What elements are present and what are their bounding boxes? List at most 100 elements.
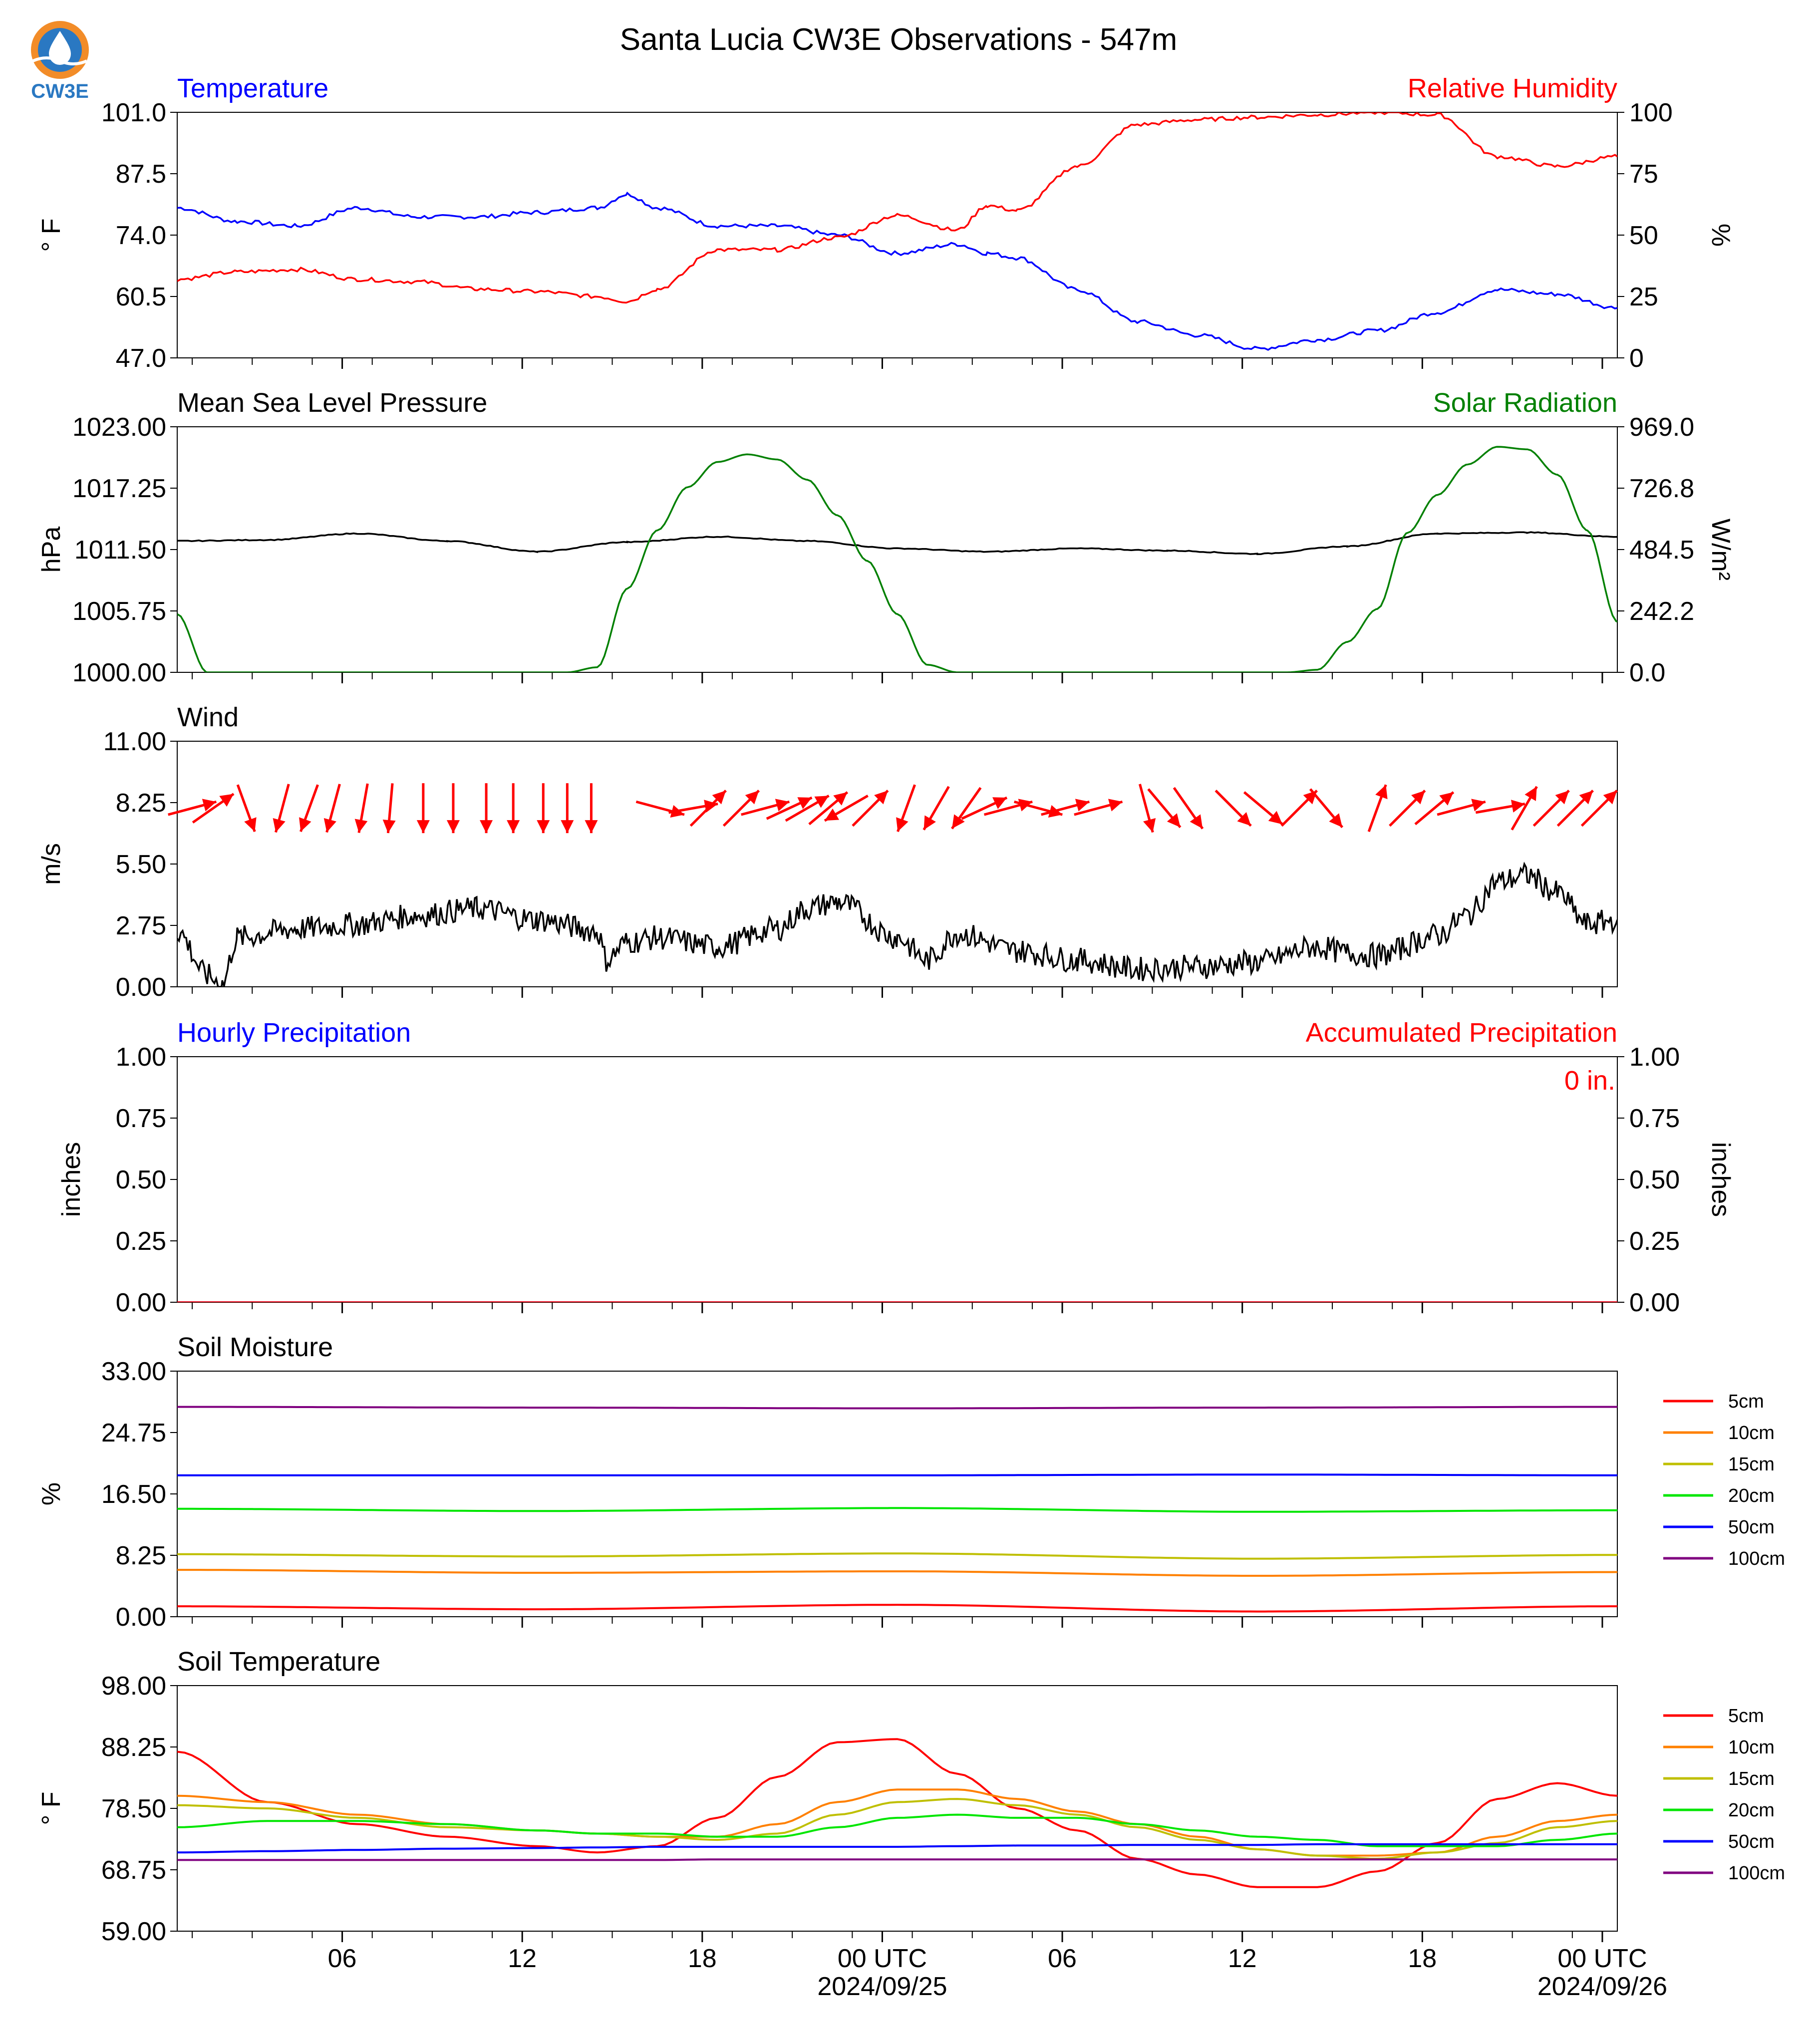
y-right-tick-label: 0.00 — [1629, 1288, 1680, 1317]
wind-arrow — [722, 790, 760, 827]
legend-label: 10cm — [1728, 1423, 1775, 1444]
wind-arrow — [1147, 788, 1182, 829]
wind-arrow — [585, 783, 598, 834]
wind-arrow — [1389, 790, 1426, 827]
wind-arrow — [192, 793, 235, 824]
panel-pressure-solar: 1023.00 1017.25 1011.50 1005.75 1000.00 969.0… — [37, 388, 1735, 687]
wind-arrow — [537, 783, 550, 834]
wind-arrow — [1074, 799, 1123, 816]
y-right-tick-label: 75 — [1629, 160, 1658, 189]
wind-arrow-head — [896, 817, 909, 832]
wind-arrow-head — [1167, 813, 1181, 828]
water-drop-icon — [49, 31, 71, 65]
x-tick-label: 12 — [508, 1944, 537, 1973]
y-left-tick-label: 0.00 — [116, 1603, 166, 1632]
y-left-axis-label: % — [37, 1482, 66, 1505]
wind-arrow-head — [952, 814, 965, 829]
x-tick-label: 18 — [1408, 1944, 1437, 1973]
legend-label: 10cm — [1728, 1737, 1775, 1758]
panel-wind: 11.00 8.25 5.50 2.75 0.00 Wind m/s — [37, 702, 1618, 1002]
y-left-tick-label: 2.75 — [116, 911, 166, 940]
wind-arrow — [1367, 784, 1388, 833]
wind-arrow — [1532, 790, 1570, 827]
y-left-tick-label: 11.00 — [103, 727, 166, 756]
wind-arrow-head — [1075, 799, 1090, 812]
y-left-axis-label: inches — [57, 1142, 86, 1217]
panel-title-left: Temperature — [177, 73, 328, 103]
y-right-tick-label: 1.00 — [1629, 1043, 1680, 1072]
legend-label: 50cm — [1728, 1517, 1775, 1538]
wind-arrow-head — [1603, 790, 1617, 805]
y-left-tick-label: 87.5 — [116, 160, 166, 189]
y-left-tick-label: 33.00 — [101, 1357, 166, 1386]
wind-arrow-head — [1108, 799, 1123, 812]
wind-arrow-head — [299, 817, 311, 832]
wind-arrow — [168, 799, 217, 816]
y-left-tick-label: 68.75 — [101, 1856, 166, 1885]
x-date-label: 2024/09/25 — [817, 1972, 947, 2001]
y-left-tick-label: 0.75 — [116, 1104, 166, 1133]
y-left-tick-label: 0.50 — [116, 1165, 166, 1194]
y-left-tick-label: 60.5 — [116, 283, 166, 311]
wind-arrow-head — [1555, 790, 1569, 805]
wind-arrow — [1139, 784, 1156, 833]
wind-arrow-head — [382, 819, 396, 833]
wind-arrow — [446, 783, 460, 834]
legend-label: 100cm — [1728, 1548, 1785, 1569]
legend-label: 100cm — [1728, 1863, 1785, 1884]
y-left-tick-label: 74.0 — [116, 221, 166, 250]
y-left-tick-label: 0.00 — [116, 1288, 166, 1317]
logo-text: CW3E — [31, 80, 89, 102]
panel-title-left: Soil Moisture — [177, 1332, 333, 1362]
wind-arrow-head — [1471, 799, 1486, 812]
plot-frame — [177, 426, 1618, 673]
series-line-relative-humidity — [177, 112, 1617, 304]
y-left-tick-label: 1011.50 — [74, 536, 166, 565]
legend-label: 15cm — [1728, 1768, 1775, 1789]
chart-panels: 101.0 87.5 74.0 60.5 47.0 100 75 50 25 0 Temperatu… — [37, 73, 1785, 2001]
plot-frame — [177, 1685, 1618, 1932]
wind-arrow — [1041, 799, 1090, 816]
series-line-10cm — [177, 1569, 1617, 1577]
wind-arrow — [1580, 790, 1618, 827]
series-line-50cm — [177, 1843, 1617, 1854]
series-line-temperature — [177, 191, 1617, 351]
wind-arrow-head — [923, 815, 936, 830]
y-right-tick-label: 0.0 — [1629, 658, 1665, 687]
wind-arrow — [922, 786, 950, 831]
y-left-axis-label: ° F — [37, 1791, 66, 1825]
wind-arrow-head — [833, 792, 848, 806]
wind-arrow — [1475, 800, 1525, 814]
wind-arrow — [299, 784, 319, 833]
panel-title-left: Hourly Precipitation — [177, 1018, 411, 1048]
series-line-15cm — [177, 1552, 1617, 1560]
y-left-axis-label: m/s — [37, 843, 66, 885]
wind-arrow — [1214, 790, 1252, 827]
wind-arrow-head — [1511, 800, 1525, 813]
y-left-tick-label: 16.50 — [101, 1480, 166, 1509]
y-left-axis-label: ° F — [37, 218, 66, 252]
y-right-tick-label: 0 — [1629, 344, 1644, 373]
series-line-100cm — [177, 1858, 1617, 1861]
legend-label: 20cm — [1728, 1800, 1775, 1821]
series-line-100cm — [177, 1406, 1617, 1410]
plot-frame — [177, 1056, 1618, 1303]
y-right-tick-label: 100 — [1629, 98, 1673, 127]
wind-arrow-head — [416, 820, 430, 834]
wind-arrow-head — [273, 818, 286, 833]
y-left-tick-label: 98.00 — [101, 1672, 166, 1701]
panel-temperature-humidity: 101.0 87.5 74.0 60.5 47.0 100 75 50 25 0 Temperatu… — [37, 73, 1735, 373]
wind-arrow-head — [825, 808, 840, 821]
series-line-5cm — [177, 1604, 1617, 1613]
wind-arrow-head — [1411, 790, 1425, 805]
wind-arrow — [1280, 790, 1318, 827]
y-left-tick-label: 8.25 — [116, 1541, 166, 1570]
wind-arrow-head — [874, 790, 888, 805]
panel-title-right: Relative Humidity — [1408, 73, 1617, 103]
wind-arrow-head — [537, 820, 550, 834]
wind-arrow-head — [1579, 790, 1593, 805]
panel-precipitation: 1.00 0.75 0.50 0.25 0.00 1.00 0.75 0.50 0.25 0.00… — [57, 1018, 1735, 1317]
y-right-tick-label: 25 — [1629, 283, 1658, 311]
wind-arrow — [824, 795, 869, 822]
